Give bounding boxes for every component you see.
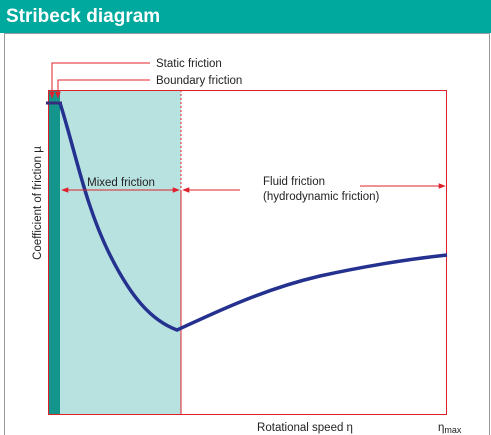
title: Stribeck diagram	[6, 6, 161, 27]
eta-max: ηmax	[438, 422, 462, 435]
fluid-sublabel: (hydrodynamic friction)	[263, 191, 379, 203]
header: Stribeck diagram	[0, 0, 491, 33]
mixed-label: Mixed friction	[87, 177, 155, 189]
y-axis-label: Coefficient of friction µ	[32, 146, 44, 260]
static-arrow	[49, 62, 150, 99]
boundary-arrow	[55, 79, 150, 99]
stribeck-curve	[58, 102, 448, 332]
mixed-zone	[60, 90, 181, 415]
boundary-zone	[48, 90, 60, 415]
eta-subscript: max	[444, 425, 462, 435]
boundary-label: Boundary friction	[156, 75, 242, 87]
diagram: Static friction Boundary friction Mixed …	[4, 33, 490, 435]
eta-symbol: η	[438, 422, 444, 434]
fluid-label: Fluid friction	[263, 176, 325, 188]
plot-area	[48, 90, 447, 415]
x-axis-label: Rotational speed η	[257, 422, 353, 434]
static-label: Static friction	[156, 58, 222, 70]
frame	[4, 33, 490, 435]
